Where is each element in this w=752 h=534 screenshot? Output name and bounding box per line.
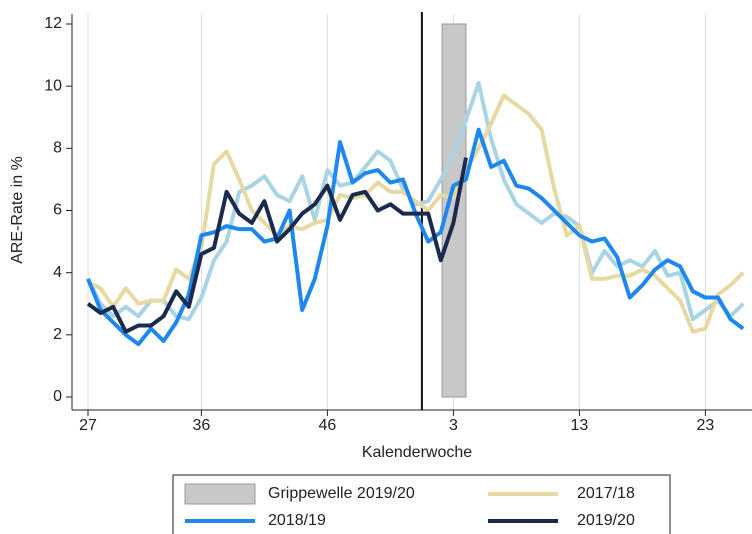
legend-label: Grippewelle 2019/20	[268, 485, 415, 502]
x-tick-label: 36	[193, 417, 211, 434]
series-line	[86, 81, 745, 322]
legend-swatch	[184, 483, 256, 505]
y-tick-label: 2	[53, 326, 62, 343]
y-tick-label: 10	[44, 77, 62, 94]
legend-label: 2017/18	[577, 485, 635, 502]
legend-label: 2018/19	[268, 512, 326, 529]
x-tick-label: 3	[449, 417, 458, 434]
y-tick-label: 0	[53, 388, 62, 405]
x-tick-label: 13	[571, 417, 589, 434]
legend-label: 2019/20	[577, 512, 635, 529]
series-line	[86, 157, 468, 334]
y-tick-label: 6	[53, 202, 62, 219]
x-tick-label: 27	[79, 417, 97, 434]
y-tick-label: 8	[53, 140, 62, 157]
y-tick-label: 12	[44, 15, 62, 32]
x-axis-label: Kalenderwoche	[362, 444, 472, 461]
x-tick-label: 46	[319, 417, 337, 434]
series-line	[86, 127, 745, 347]
y-tick-label: 4	[53, 264, 62, 281]
y-axis-label: ARE-Rate in %	[9, 156, 26, 264]
legend-box	[172, 474, 671, 534]
x-tick-label: 23	[697, 417, 715, 434]
